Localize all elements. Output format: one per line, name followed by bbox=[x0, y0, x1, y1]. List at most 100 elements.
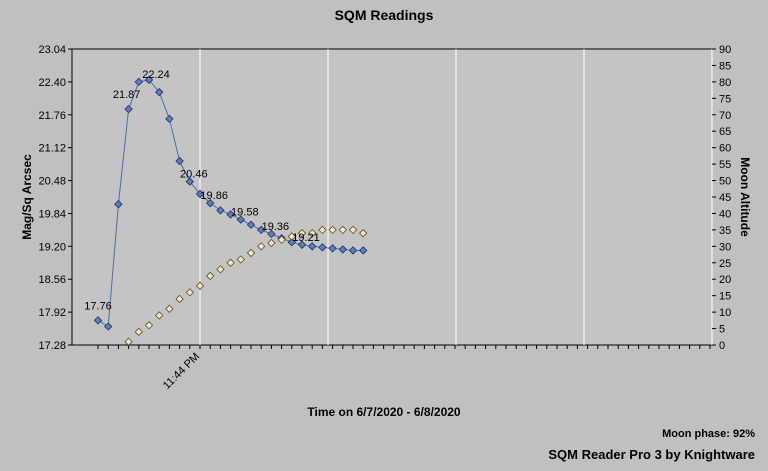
sqm-point bbox=[124, 104, 133, 114]
right-tick-label: 60 bbox=[719, 143, 731, 155]
left-tick-label: 20.48 bbox=[38, 176, 66, 188]
moon-altitude-point bbox=[277, 235, 286, 244]
sqm-point bbox=[175, 156, 184, 166]
moon-altitude-point bbox=[216, 265, 225, 274]
data-label: 20.46 bbox=[180, 169, 208, 181]
right-tick-label: 85 bbox=[719, 60, 731, 72]
sqm-point bbox=[308, 242, 317, 251]
data-label: 21.87 bbox=[113, 89, 141, 101]
right-tick-label: 15 bbox=[719, 291, 731, 303]
moon-altitude-point bbox=[236, 255, 245, 264]
moon-altitude-point bbox=[257, 242, 266, 251]
right-tick-label: 25 bbox=[719, 258, 731, 270]
data-label: 19.21 bbox=[292, 232, 320, 244]
moon-altitude-point bbox=[175, 294, 184, 304]
left-tick-label: 22.40 bbox=[38, 77, 66, 89]
sqm-point bbox=[246, 220, 256, 229]
moon-altitude-point bbox=[287, 232, 296, 241]
moon-altitude-point bbox=[206, 271, 215, 281]
moon-altitude-point bbox=[144, 321, 154, 330]
sqm-point bbox=[206, 199, 215, 208]
moon-altitude-point bbox=[338, 225, 347, 235]
moon-altitude-point bbox=[226, 258, 235, 267]
moon-altitude-point bbox=[348, 225, 358, 235]
right-tick-label: 80 bbox=[719, 77, 731, 89]
right-tick-label: 0 bbox=[719, 340, 725, 352]
moon-altitude-point bbox=[155, 311, 164, 320]
data-label: 19.86 bbox=[200, 190, 228, 202]
plot-area bbox=[71, 48, 713, 346]
sqm-point bbox=[93, 316, 103, 325]
data-label: 17.76 bbox=[84, 300, 112, 312]
sqm-point bbox=[195, 189, 205, 199]
sqm-point bbox=[155, 88, 164, 97]
sqm-point bbox=[114, 200, 123, 209]
moon-phase-text: Moon phase: 92% bbox=[662, 428, 755, 440]
left-tick-label: 18.56 bbox=[38, 274, 66, 286]
sqm-point bbox=[134, 77, 143, 87]
left-tick-label: 19.20 bbox=[38, 241, 66, 253]
data-label: 19.36 bbox=[262, 221, 290, 233]
sqm-point bbox=[226, 210, 235, 219]
moon-altitude-point bbox=[359, 229, 368, 238]
sqm-point bbox=[216, 206, 225, 215]
chart-title: SQM Readings bbox=[335, 7, 434, 23]
right-tick-label: 50 bbox=[719, 176, 731, 188]
y-axis-label-right: Moon Altitude bbox=[738, 157, 752, 237]
left-tick-label: 19.84 bbox=[38, 208, 66, 220]
moon-altitude-point bbox=[318, 225, 327, 235]
sqm-point bbox=[165, 114, 174, 124]
sqm-series bbox=[93, 75, 368, 331]
moon-altitude-point bbox=[308, 229, 317, 238]
right-tick-label: 5 bbox=[719, 324, 725, 336]
sqm-point bbox=[287, 238, 296, 247]
right-tick-label: 90 bbox=[719, 44, 731, 56]
moon-altitude-point bbox=[297, 229, 307, 238]
sqm-point bbox=[185, 177, 194, 186]
right-y-axis: 0 5 10 15 20 25 30 35 40 45 50 55 60 65 70 75 80 85 90 bbox=[712, 44, 731, 352]
sqm-point bbox=[104, 322, 113, 331]
left-tick-label: 17.92 bbox=[38, 307, 66, 319]
moon-altitude-point bbox=[246, 248, 256, 258]
moon-altitude-point bbox=[124, 337, 133, 346]
right-tick-label: 35 bbox=[719, 225, 731, 237]
sqm-point bbox=[267, 229, 276, 239]
sqm-point bbox=[144, 75, 154, 84]
y-axis-label-left: Mag/Sq Arcsec bbox=[20, 154, 34, 240]
x-axis-label: Time on 6/7/2020 - 6/8/2020 bbox=[307, 405, 461, 419]
sqm-point bbox=[328, 244, 337, 253]
left-y-axis: 17.28 17.92 18.56 19.20 19.84 20.48 21.12 21.76… bbox=[38, 44, 72, 352]
sqm-point bbox=[359, 246, 368, 255]
moon-altitude-point bbox=[267, 238, 276, 248]
right-tick-label: 55 bbox=[719, 159, 731, 171]
right-tick-label: 40 bbox=[719, 208, 731, 220]
right-tick-label: 65 bbox=[719, 126, 731, 138]
data-label: 22.24 bbox=[142, 69, 170, 81]
right-tick-label: 30 bbox=[719, 241, 731, 253]
app-credit-text: SQM Reader Pro 3 by Knightware bbox=[548, 447, 755, 462]
right-tick-label: 70 bbox=[719, 110, 731, 122]
moon-altitude-point bbox=[195, 281, 205, 290]
sqm-point bbox=[318, 243, 327, 252]
left-tick-label: 17.28 bbox=[38, 340, 66, 352]
sqm-point bbox=[348, 246, 358, 255]
moon-altitude-point bbox=[185, 288, 194, 297]
right-tick-label: 45 bbox=[719, 192, 731, 204]
moon-altitude-point bbox=[328, 225, 337, 235]
right-tick-label: 20 bbox=[719, 274, 731, 286]
sqm-point bbox=[297, 240, 307, 249]
left-tick-label: 21.12 bbox=[38, 143, 66, 155]
left-tick-label: 23.04 bbox=[38, 44, 66, 56]
sqm-point bbox=[338, 245, 347, 254]
moon-altitude-point bbox=[165, 304, 174, 313]
moon-altitude-point bbox=[134, 327, 143, 337]
moon-altitude-series bbox=[124, 225, 368, 346]
sqm-point bbox=[236, 215, 245, 224]
right-tick-label: 75 bbox=[719, 93, 731, 105]
data-label: 19.58 bbox=[231, 207, 259, 219]
left-tick-label: 21.76 bbox=[38, 110, 66, 122]
right-tick-label: 10 bbox=[719, 307, 731, 319]
sqm-point bbox=[257, 225, 266, 235]
